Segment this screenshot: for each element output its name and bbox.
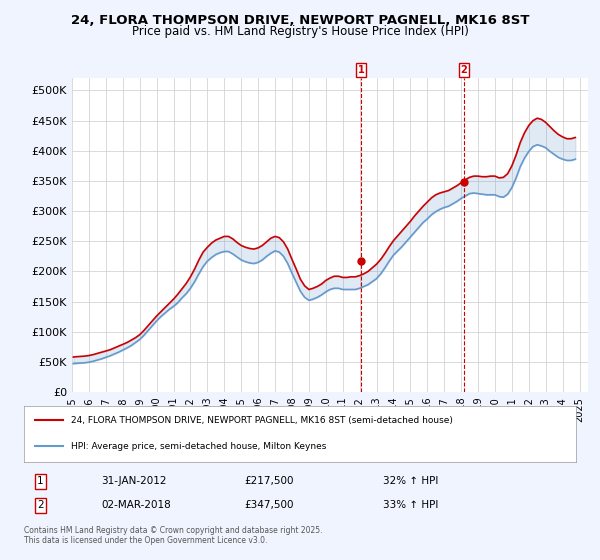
- Text: £217,500: £217,500: [245, 476, 295, 486]
- Text: 32% ↑ HPI: 32% ↑ HPI: [383, 476, 438, 486]
- Text: 2: 2: [37, 501, 44, 510]
- Text: 1: 1: [37, 476, 44, 486]
- Text: 24, FLORA THOMPSON DRIVE, NEWPORT PAGNELL, MK16 8ST: 24, FLORA THOMPSON DRIVE, NEWPORT PAGNEL…: [71, 14, 529, 27]
- Text: 2: 2: [461, 66, 467, 75]
- Text: 02-MAR-2018: 02-MAR-2018: [101, 501, 171, 510]
- Text: HPI: Average price, semi-detached house, Milton Keynes: HPI: Average price, semi-detached house,…: [71, 442, 326, 451]
- Text: 24, FLORA THOMPSON DRIVE, NEWPORT PAGNELL, MK16 8ST (semi-detached house): 24, FLORA THOMPSON DRIVE, NEWPORT PAGNEL…: [71, 416, 453, 424]
- Text: 31-JAN-2012: 31-JAN-2012: [101, 476, 167, 486]
- Text: 1: 1: [358, 66, 364, 75]
- Text: Contains HM Land Registry data © Crown copyright and database right 2025.
This d: Contains HM Land Registry data © Crown c…: [24, 526, 323, 545]
- Text: Price paid vs. HM Land Registry's House Price Index (HPI): Price paid vs. HM Land Registry's House …: [131, 25, 469, 38]
- Text: £347,500: £347,500: [245, 501, 295, 510]
- Text: 33% ↑ HPI: 33% ↑ HPI: [383, 501, 438, 510]
